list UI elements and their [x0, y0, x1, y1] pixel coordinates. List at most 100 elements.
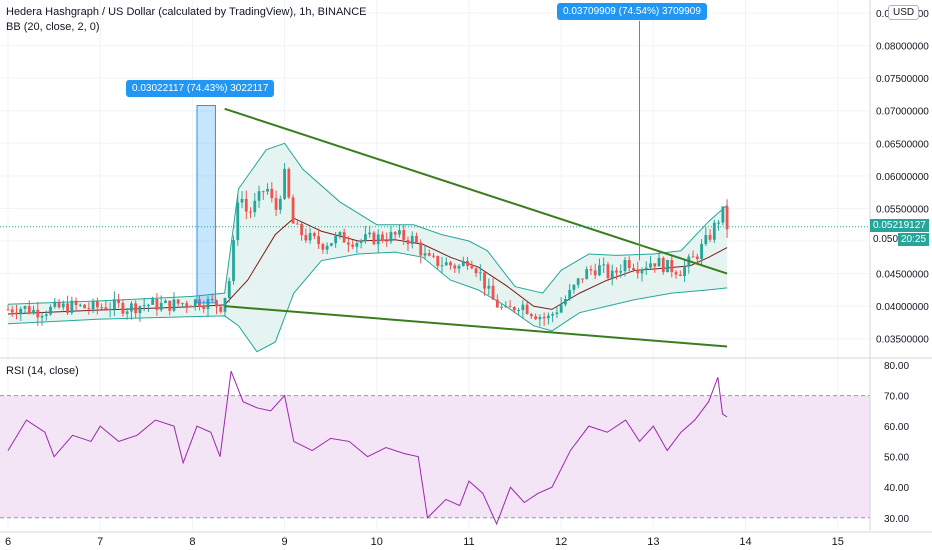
- candle-body: [15, 312, 18, 315]
- candle-body: [359, 240, 363, 243]
- candle-body: [325, 245, 329, 250]
- candle-body: [466, 261, 469, 266]
- candle-body: [640, 269, 644, 274]
- candle-body: [151, 298, 155, 305]
- bb-lower-band: [7, 251, 728, 353]
- candle-body: [6, 309, 10, 311]
- candle-body: [66, 303, 69, 313]
- candle-body: [453, 265, 457, 269]
- candle-body: [104, 307, 108, 310]
- candle-body: [232, 240, 235, 281]
- candle-body: [440, 265, 444, 267]
- candle-body: [164, 300, 167, 303]
- candle-body: [627, 260, 631, 269]
- price-tick-label: 0.04500000: [876, 270, 929, 281]
- candle-body: [257, 191, 261, 201]
- candle-body: [598, 265, 601, 276]
- bb-indicator-label[interactable]: BB (20, close, 2, 0): [6, 21, 100, 33]
- candle-body: [368, 232, 372, 235]
- candle-body: [274, 198, 278, 210]
- measure-label-2: 0.03709909 (74.54%) 3709909: [557, 3, 707, 20]
- time-tick-label: 13: [647, 536, 659, 548]
- candle-body: [427, 253, 431, 256]
- trendline-upper: [224, 107, 728, 275]
- candle-body: [393, 232, 397, 235]
- price-tick-label: 0.05500000: [876, 204, 929, 215]
- candle-body: [708, 235, 712, 240]
- candle-body: [491, 285, 495, 300]
- candle-body: [649, 263, 652, 268]
- candle-body: [244, 198, 248, 212]
- candle-body: [444, 262, 448, 266]
- candle-body: [581, 278, 584, 280]
- candle-body: [351, 244, 355, 247]
- candle-body: [389, 232, 393, 242]
- time-tick-label: 14: [739, 536, 751, 548]
- time-tick-label: 9: [282, 536, 288, 548]
- candle-body: [23, 306, 27, 309]
- candle-body: [449, 262, 452, 266]
- candle-body: [529, 314, 533, 317]
- candle-body: [287, 168, 291, 198]
- candle-body: [381, 234, 384, 241]
- candle-body: [108, 308, 112, 310]
- candle-body: [342, 232, 346, 243]
- rsi-tick-label: 50.00: [884, 453, 909, 464]
- candle-body: [338, 232, 342, 236]
- candle-body: [32, 309, 35, 314]
- candle-body: [615, 270, 618, 273]
- candle-body: [121, 302, 125, 314]
- candle-body: [568, 289, 572, 300]
- candle-body: [215, 300, 218, 307]
- candle-body: [402, 230, 406, 240]
- candle-body: [185, 303, 189, 307]
- candle-body: [610, 270, 614, 278]
- candle-body: [355, 242, 359, 247]
- last-price-tag: 0.05219127: [870, 219, 929, 232]
- candles: [6, 163, 729, 327]
- candle-body: [10, 309, 14, 313]
- candle-body: [91, 301, 95, 310]
- candle-body: [572, 284, 576, 290]
- rsi-tick-label: 80.00: [884, 361, 909, 372]
- candle-body: [57, 301, 61, 308]
- candle-body: [483, 272, 486, 289]
- candle-body: [538, 316, 542, 320]
- candle-body: [19, 308, 23, 315]
- candle-body: [487, 285, 491, 289]
- candle-body: [53, 301, 57, 307]
- rsi-indicator-label[interactable]: RSI (14, close): [6, 365, 79, 377]
- currency-button[interactable]: USD: [888, 5, 920, 20]
- candle-body: [674, 272, 678, 275]
- candle-body: [470, 265, 474, 269]
- candle-body: [210, 299, 214, 301]
- candle-body: [83, 304, 86, 309]
- candle-body: [112, 299, 116, 309]
- candle-body: [87, 308, 91, 310]
- candle-body: [40, 315, 44, 318]
- candle-body: [385, 240, 389, 242]
- candle-body: [70, 300, 74, 313]
- candle-body: [329, 243, 333, 246]
- candle-body: [227, 280, 231, 298]
- candle-body: [176, 299, 180, 304]
- candle-body: [695, 256, 699, 260]
- candle-body: [270, 188, 274, 199]
- rsi-line: [7, 370, 728, 526]
- bb-basis-line: [7, 217, 728, 315]
- candle-body: [432, 255, 435, 257]
- candle-body: [283, 168, 286, 199]
- candle-body: [725, 206, 729, 230]
- chart-title: Hedera Hashgraph / US Dollar (calculated…: [6, 6, 367, 18]
- candle-body: [534, 316, 538, 320]
- candle-body: [589, 269, 593, 271]
- candle-body: [593, 270, 597, 276]
- candle-body: [300, 223, 303, 236]
- candle-body: [619, 271, 623, 273]
- price-tick-label: 0.08000000: [876, 42, 929, 53]
- candle-body: [525, 304, 529, 315]
- candle-body: [49, 306, 52, 315]
- candle-body: [291, 197, 295, 224]
- candle-body: [74, 300, 78, 306]
